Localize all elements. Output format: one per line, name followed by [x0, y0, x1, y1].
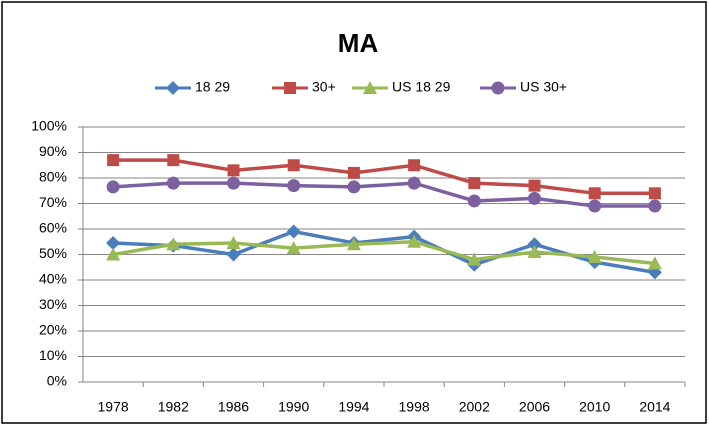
data-point	[408, 159, 421, 172]
y-tick-label: 0%	[47, 373, 67, 389]
data-point	[588, 187, 601, 200]
data-point	[648, 199, 662, 213]
data-point	[227, 176, 240, 190]
data-point	[527, 237, 542, 252]
y-tick-label: 50%	[39, 245, 67, 261]
y-tick-label: 20%	[39, 322, 67, 338]
x-tick-label: 2002	[459, 399, 490, 415]
x-tick-label: 2006	[519, 399, 550, 415]
data-point	[467, 252, 482, 266]
x-tick-label: 1978	[98, 399, 129, 415]
data-point	[287, 159, 300, 172]
data-point	[226, 247, 241, 262]
legend-label: 18 29	[195, 79, 230, 95]
x-tick-label: 1982	[158, 399, 189, 415]
data-point	[346, 237, 361, 251]
data-point	[587, 250, 602, 264]
data-point	[166, 237, 181, 251]
data-point	[107, 154, 120, 167]
data-point	[648, 187, 661, 200]
data-point	[286, 241, 301, 255]
data-point	[407, 234, 422, 248]
x-tick-label: 1990	[278, 399, 309, 415]
x-tick-label: 1994	[338, 399, 369, 415]
data-point	[647, 256, 662, 270]
y-tick-label: 30%	[39, 296, 67, 312]
data-point	[106, 236, 121, 251]
data-point	[347, 166, 360, 179]
data-point	[226, 236, 241, 250]
series-line	[112, 181, 655, 208]
data-point	[167, 154, 180, 167]
data-point	[527, 244, 542, 258]
y-tick-label: 70%	[39, 194, 67, 210]
y-tick-label: 90%	[39, 143, 67, 159]
y-tick-label: 100%	[31, 118, 67, 134]
legend-label: US 30+	[520, 79, 567, 95]
legend-marker	[166, 81, 180, 95]
x-tick-label: 1986	[218, 399, 249, 415]
legend-label: US 18 29	[392, 79, 451, 95]
data-point	[106, 247, 121, 261]
data-point	[407, 176, 421, 190]
data-point	[467, 194, 481, 208]
x-tick-label: 2010	[579, 399, 610, 415]
data-point	[106, 180, 120, 194]
series-line	[112, 239, 656, 266]
legend-marker	[284, 82, 296, 94]
data-point	[588, 199, 602, 213]
data-point	[528, 179, 541, 192]
series-line	[113, 158, 655, 196]
data-point	[528, 191, 541, 205]
chart-title: MA	[338, 28, 379, 58]
legend-marker	[491, 81, 505, 95]
data-point	[468, 177, 481, 190]
data-point	[287, 179, 301, 193]
y-tick-label: 60%	[39, 220, 67, 236]
y-tick-label: 40%	[39, 271, 67, 287]
y-tick-label: 10%	[39, 347, 67, 363]
legend-label: 30+	[312, 79, 336, 95]
y-tick-label: 80%	[39, 169, 67, 185]
x-tick-label: 2014	[639, 399, 670, 415]
data-point	[166, 176, 180, 190]
x-tick-label: 1998	[399, 399, 430, 415]
data-point	[227, 164, 240, 177]
data-point	[286, 224, 301, 239]
legend-marker	[363, 81, 377, 94]
data-point	[347, 180, 361, 194]
